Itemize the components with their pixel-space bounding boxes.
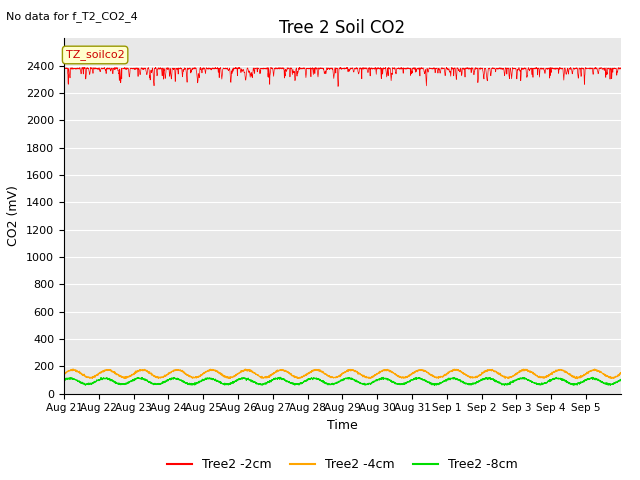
Y-axis label: CO2 (mV): CO2 (mV) xyxy=(8,186,20,246)
Title: Tree 2 Soil CO2: Tree 2 Soil CO2 xyxy=(279,19,406,37)
Text: TZ_soilco2: TZ_soilco2 xyxy=(66,49,125,60)
Legend: Tree2 -2cm, Tree2 -4cm, Tree2 -8cm: Tree2 -2cm, Tree2 -4cm, Tree2 -8cm xyxy=(162,453,523,476)
X-axis label: Time: Time xyxy=(327,419,358,432)
Text: No data for f_T2_CO2_4: No data for f_T2_CO2_4 xyxy=(6,11,138,22)
